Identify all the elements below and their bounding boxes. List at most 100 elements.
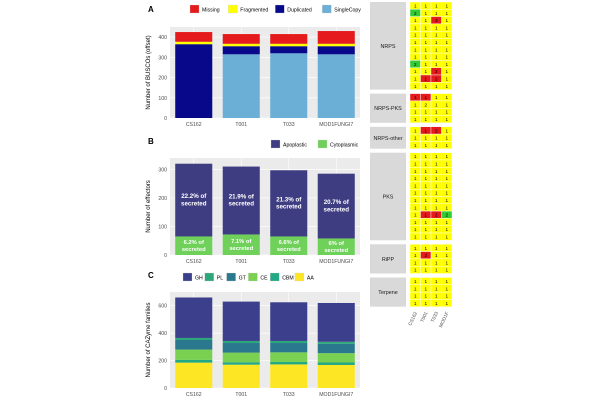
x-tick-label: T001 xyxy=(235,392,247,398)
heat-cell-value: 1 xyxy=(414,143,417,148)
bar-gh-t033 xyxy=(270,302,308,341)
heat-cell-value: 3 xyxy=(435,18,438,23)
heat-cell-value: 1 xyxy=(424,55,427,60)
heat-cell-value: 1 xyxy=(414,301,417,306)
bar-singlecopy-t001 xyxy=(222,54,260,118)
heat-cell-value: 1 xyxy=(435,253,438,258)
heat-cell-value: 1 xyxy=(414,205,417,210)
heat-cell-value: 1 xyxy=(424,191,427,196)
heat-cell-value: 1 xyxy=(414,76,417,81)
legend-key-cbm xyxy=(270,272,280,282)
y-tick-label: 0 xyxy=(164,253,167,259)
y-axis-title: Number of BUSCOs (offset) xyxy=(146,35,152,109)
heat-cell-value: 1 xyxy=(414,268,417,273)
heat-cell-value: 1 xyxy=(445,220,448,225)
heat-cell-value: 1 xyxy=(424,246,427,251)
bar-fragmented-t001 xyxy=(222,43,260,47)
bar-cytoplasmic-cs162 xyxy=(175,236,213,255)
heat-cell-value: 1 xyxy=(435,191,438,196)
heat-cell-value: 1 xyxy=(414,40,417,45)
heat-cell-value: 1 xyxy=(414,55,417,60)
facet-label-ripp: RiPP xyxy=(382,257,395,263)
bar-aa-t001 xyxy=(222,364,260,388)
heat-cell-value: 1 xyxy=(445,84,448,89)
heat-cell-value: 1 xyxy=(445,47,448,52)
heat-cell-value: 1 xyxy=(414,18,417,23)
legend-label-singlecopy: SingleCopy xyxy=(334,8,361,14)
heat-cell-value: 1 xyxy=(414,213,417,218)
heat-cell-value: 1 xyxy=(414,117,417,122)
heat-cell-value: 1 xyxy=(414,176,417,181)
x-tick-label: MOD1FUNGI7 xyxy=(319,122,353,128)
heat-cell-value: 1 xyxy=(445,128,448,133)
bar-duplicated-cs162 xyxy=(175,44,213,118)
heat-cell-value: 2 xyxy=(424,102,427,107)
heat-cell-value: 1 xyxy=(414,260,417,265)
facet-strip xyxy=(370,2,406,90)
data-label-cytoplasmic: 6.2% of secreted xyxy=(182,240,206,253)
heat-cell-value: 1 xyxy=(435,268,438,273)
x-tick-label: MOD1FUNGI7 xyxy=(319,392,353,398)
bar-aa-t033 xyxy=(270,364,308,388)
heat-cell-value: 1 xyxy=(445,154,448,159)
bar-missing-cs162 xyxy=(175,32,213,42)
heat-cell-value: 1 xyxy=(435,11,438,16)
heat-cell-value: 1 xyxy=(435,55,438,60)
heat-cell-value: 1 xyxy=(435,143,438,148)
y-tick-label: 0 xyxy=(164,116,167,122)
facet-strip xyxy=(370,277,406,307)
heat-cell-value: 1 xyxy=(435,95,438,100)
heat-cell-value: 1 xyxy=(424,220,427,225)
heat-cell-value: 1 xyxy=(435,62,438,67)
heat-cell-value: 1 xyxy=(435,84,438,89)
bar-singlecopy-t033 xyxy=(270,53,308,118)
column-label: CS162 xyxy=(407,311,419,327)
heat-cell-value: 1 xyxy=(435,40,438,45)
heat-cell-value: 1 xyxy=(435,260,438,265)
y-tick-label: 200 xyxy=(158,359,167,365)
chart-d: NRPS 1 1 1 1 2 1 1 1 1 1 3 1 1 1 1 1 1 1 1 1 1 1 1 1 1 1 1 1 1 1 1 1 2 1 1 1… xyxy=(370,1,453,329)
x-tick-label: T033 xyxy=(283,259,295,265)
heat-cell-value: 2 xyxy=(414,62,417,67)
heat-cell-value: 1 xyxy=(414,102,417,107)
heat-cell-value: 2 xyxy=(435,128,438,133)
heat-cell-value: 1 xyxy=(445,117,448,122)
facet-label-pks: PKS xyxy=(383,195,394,201)
legend-key-singlecopy xyxy=(322,4,332,14)
legend-key-pl xyxy=(204,272,214,282)
heat-cell-value: 1 xyxy=(424,183,427,188)
x-tick-label: T033 xyxy=(283,392,295,398)
heat-cell xyxy=(441,82,453,90)
x-tick-label: CS162 xyxy=(186,259,202,265)
heat-cell-value: 1 xyxy=(435,3,438,8)
heat-cell-value: 1 xyxy=(445,143,448,148)
data-label-cytoplasmic: 6.6% of secreted xyxy=(277,240,301,253)
heat-cell-value: 1 xyxy=(445,198,448,203)
heat-cell-value: 1 xyxy=(445,161,448,166)
facet-strip xyxy=(370,126,406,149)
legend-key-gt xyxy=(226,272,236,282)
heat-cell-value: 1 xyxy=(445,55,448,60)
bar-aa-cs162 xyxy=(175,362,213,388)
heat-cell-value: 1 xyxy=(424,227,427,232)
bar-missing-t033 xyxy=(270,34,308,44)
heat-cell-value: 1 xyxy=(435,154,438,159)
heat-cell-value: 1 xyxy=(435,169,438,174)
heat-cell-value: 1 xyxy=(414,110,417,115)
facet-label-terpene: Terpene xyxy=(378,290,397,296)
heat-cell-value: 1 xyxy=(435,286,438,291)
heat-cell-value: 1 xyxy=(424,110,427,115)
heat-cell-value: 1 xyxy=(424,260,427,265)
heat-cell-value: 1 xyxy=(435,246,438,251)
bar-ce-mod1fungi7 xyxy=(317,353,355,363)
heat-cell-value: 1 xyxy=(445,268,448,273)
heat-cell-value: 1 xyxy=(435,301,438,306)
heat-cell-value: 1 xyxy=(414,3,417,8)
heat-cell-value: 1 xyxy=(424,62,427,67)
heat-cell-value: 1 xyxy=(414,69,417,74)
bar-cbm-cs162 xyxy=(175,359,213,363)
heat-cell-value: 2 xyxy=(435,76,438,81)
heat-cell-value: 1 xyxy=(414,25,417,30)
heat-cell-value: 1 xyxy=(424,169,427,174)
